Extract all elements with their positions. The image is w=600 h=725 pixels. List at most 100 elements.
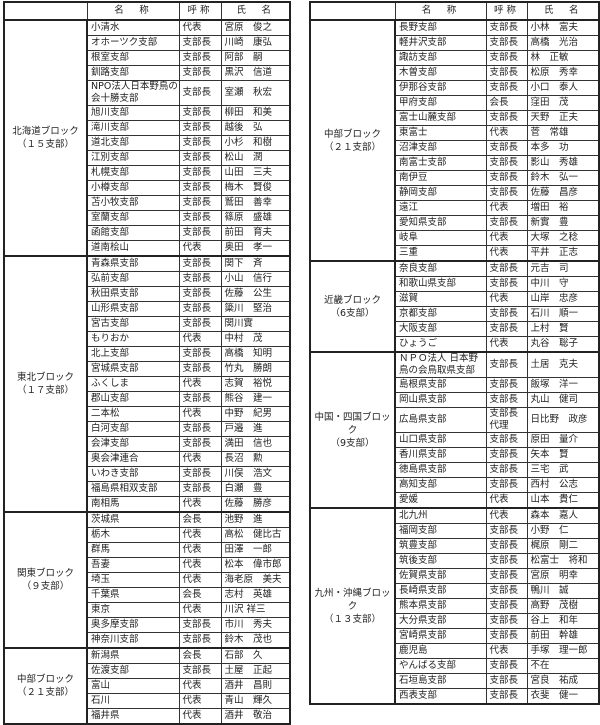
table-row: 三重 代表 平井 正志 xyxy=(310,245,600,262)
person-name: 西村 公志 xyxy=(526,477,600,493)
person-name: 前田 育夫 xyxy=(220,225,291,241)
role-title: 支部長 xyxy=(485,688,528,705)
branch-name: 木曽支部 xyxy=(394,65,487,81)
person-name: 増田 裕 xyxy=(526,200,600,216)
role-title: 代表 xyxy=(178,678,222,694)
branch-name: 南伊豆 xyxy=(394,170,487,186)
branch-name: 函館支部 xyxy=(86,225,180,241)
person-name: 手塚 理一郎 xyxy=(526,643,600,659)
person-name: 影山 秀雄 xyxy=(526,155,600,171)
role-title: 支部長 xyxy=(485,462,528,478)
person-name: 石川 順一 xyxy=(526,306,600,322)
branch-name: 山形県支部 xyxy=(86,301,180,317)
table-row: 旭川支部 支部長 柳田 和美 xyxy=(4,105,291,121)
branch-name: 群馬 xyxy=(86,542,180,558)
role-title: 支部長 xyxy=(485,65,528,81)
branch-name: 室蘭支部 xyxy=(86,210,180,226)
branch-name: 宮城県支部 xyxy=(86,361,180,377)
branch-name: 栃木 xyxy=(86,527,180,543)
table-row: 愛知県支部 支部長 新實 豊 xyxy=(310,215,600,231)
person-name: 土居 克夫 xyxy=(526,351,600,378)
role-title: 代表 xyxy=(178,496,222,513)
role-title: 支部長 xyxy=(485,351,528,378)
person-name: 元吉 司 xyxy=(526,260,600,277)
table-row: 函館支部 支部長 前田 育夫 xyxy=(4,225,291,241)
branch-name: 小樽支部 xyxy=(86,180,180,196)
role-title: 代表 xyxy=(485,125,528,141)
person-name: 宮原 俊之 xyxy=(220,19,291,36)
person-name: 三宅 武 xyxy=(526,462,600,478)
branch-name: 青森県支部 xyxy=(86,255,180,272)
branch-name: 静岡支部 xyxy=(394,185,487,201)
person-name: 新實 豊 xyxy=(526,215,600,231)
person-name: 中村 茂 xyxy=(220,331,291,347)
branch-name: 富山 xyxy=(86,678,180,694)
role-title: 代表 xyxy=(178,708,222,725)
table-row: 群馬 代表 田澤 一郎 xyxy=(4,542,291,558)
branch-name: 南相馬 xyxy=(86,496,180,513)
branch-name: 香川県支部 xyxy=(394,447,487,463)
person-name: 関下 斉 xyxy=(220,255,291,272)
table-row: 北海道ブロック （１５支部） 小清水 代表 宮原 俊之 xyxy=(3,19,291,257)
branch-name: 伊那谷支部 xyxy=(394,80,487,96)
branch-name: 福井県 xyxy=(86,708,180,725)
role-title: 支部長 xyxy=(178,80,222,106)
table-row: いわき支部 支部長 川俣 浩文 xyxy=(4,466,291,482)
role-title: 支部長 xyxy=(485,306,528,322)
branch-name: 石垣島支部 xyxy=(394,673,487,689)
block-label: 中部ブロック xyxy=(16,674,74,685)
person-name: 戸邉 進 xyxy=(220,421,291,437)
person-name: 矢本 賢 xyxy=(526,447,600,463)
table-row: 香川県支部 支部長 矢本 賢 xyxy=(310,447,600,463)
table-row: 釧路支部 支部長 黒沢 信道 xyxy=(4,65,291,81)
table-row: 栃木 代表 高松 健比古 xyxy=(4,527,291,543)
role-title: 支部長 xyxy=(485,392,528,408)
role-title: 代表 xyxy=(178,19,222,36)
person-name: 平井 正志 xyxy=(526,245,600,262)
role-title: 支部長 xyxy=(485,477,528,493)
table-row: やんばる支部 支部長 不在 xyxy=(310,658,600,674)
role-title: 支部長 xyxy=(485,50,528,66)
table-row: NPO法人日本野鳥の会十勝支部 支部長 室瀬 秋宏 xyxy=(4,80,291,106)
table-row: 小樽支部 支部長 梅木 賢俊 xyxy=(4,180,291,196)
role-title: 支部長 xyxy=(485,155,528,171)
role-title: 支部長 xyxy=(178,135,222,151)
table-row: 高知支部 支部長 西村 公志 xyxy=(310,477,600,493)
branch-name: 千葉県 xyxy=(86,587,180,603)
role-title: 代表 xyxy=(485,492,528,509)
branch-name: 弘前支部 xyxy=(86,271,180,287)
person-name: 志賀 裕悦 xyxy=(220,376,291,392)
table-row: 道北支部 支部長 小杉 和樹 xyxy=(4,135,291,151)
person-name: 衣斐 健一 xyxy=(526,688,600,705)
role-title: 支部長 xyxy=(485,110,528,126)
header-row: 名 称 呼称 氏 名 xyxy=(3,1,291,21)
branch-name: 諏訪支部 xyxy=(394,50,487,66)
branch-name: やんばる支部 xyxy=(394,658,487,674)
table-row: 筑後支部 支部長 松富士 将和 xyxy=(310,553,600,569)
table-row: 東北ブロック （１７支部） 青森県支部 支部長 関下 斉 xyxy=(3,255,291,513)
header-name: 名 称 xyxy=(394,1,487,21)
person-name: 谷上 和年 xyxy=(526,613,600,629)
person-name: 天野 正夫 xyxy=(526,110,600,126)
table-row: 遠江 代表 増田 裕 xyxy=(310,200,600,216)
table-row: 九州・沖縄ブロック （１３支部） 北九州 代表 森本 嘉人 xyxy=(309,507,600,705)
person-name: 鷲田 善幸 xyxy=(220,195,291,211)
person-name: 鈴木 弘一 xyxy=(526,170,600,186)
block-label: 東北ブロック xyxy=(16,372,74,383)
role-title: 代表 xyxy=(178,602,222,618)
person-name: 長沼 勲 xyxy=(220,451,291,467)
role-title: 支部長 xyxy=(178,35,222,51)
block-cell: 中部ブロック （２１支部） xyxy=(3,647,88,725)
role-title: 会長 xyxy=(485,95,528,111)
role-title: 支部長 xyxy=(485,583,528,599)
block-label: 近畿ブロック xyxy=(323,294,381,306)
role-title: 支部長 xyxy=(485,673,528,689)
person-name: 中野 紀男 xyxy=(220,406,291,422)
role-title: 支部長 xyxy=(178,105,222,121)
role-title: 代表 xyxy=(485,230,528,246)
person-name: 柳田 和美 xyxy=(220,105,291,121)
role-title: 支部長 xyxy=(485,35,528,51)
header-row: 名 称 呼称 氏 名 xyxy=(309,1,600,21)
role-title: 支部長 xyxy=(178,120,222,136)
person-name: 中川 守 xyxy=(526,276,600,292)
